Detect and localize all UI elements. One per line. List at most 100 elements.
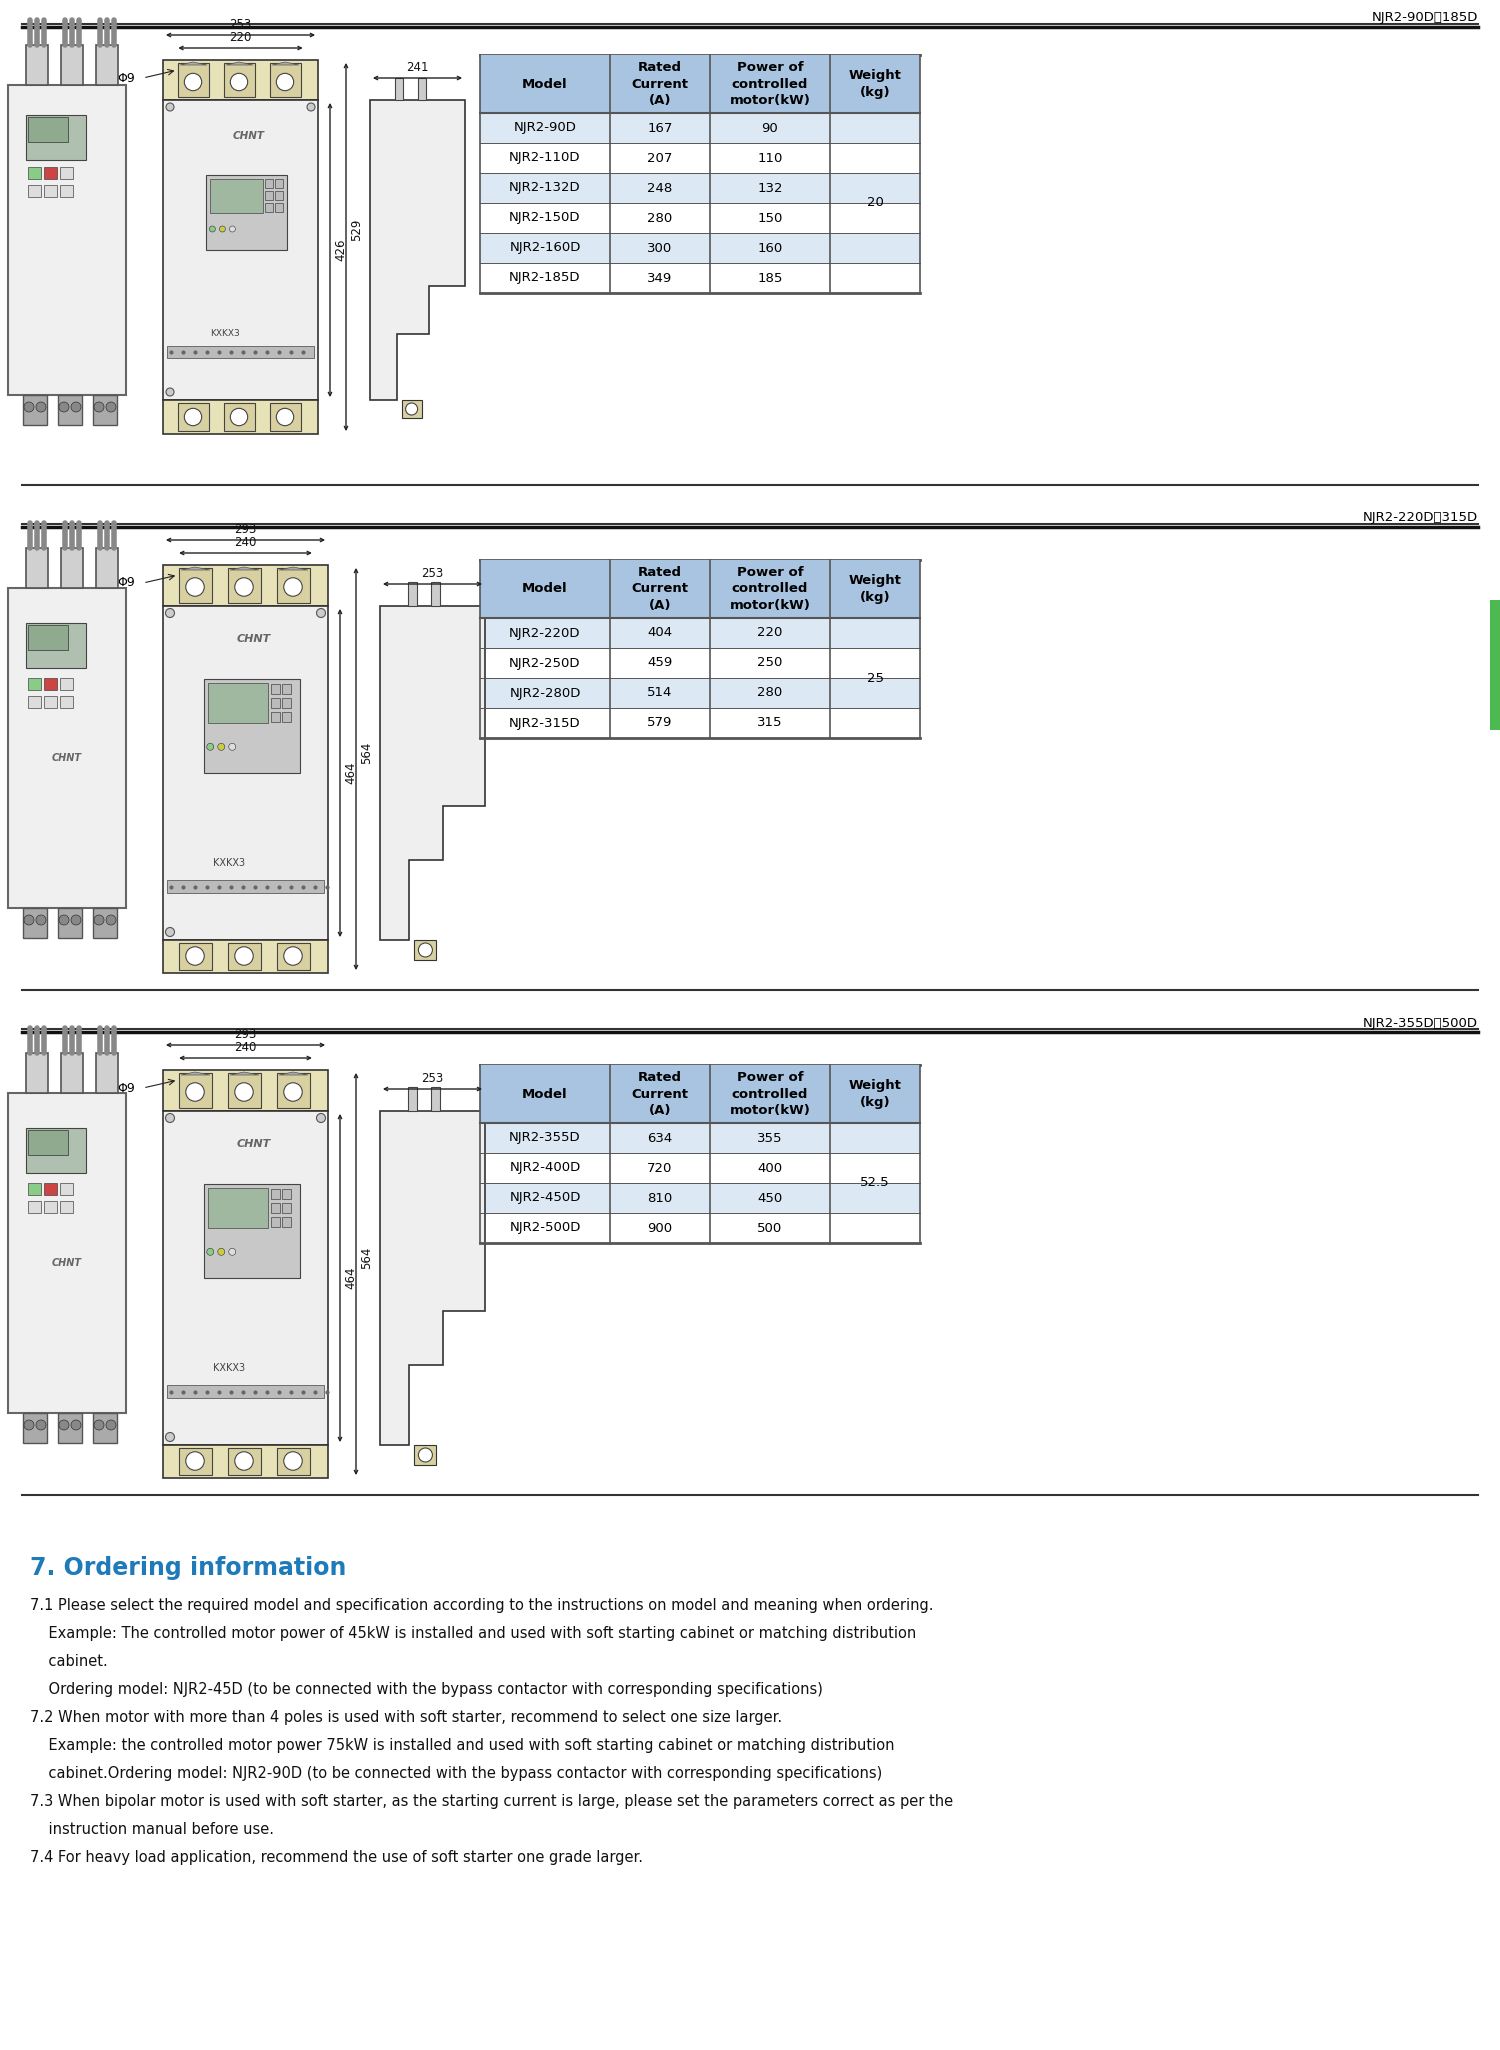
Circle shape xyxy=(166,102,174,111)
Bar xyxy=(480,617,920,648)
Bar xyxy=(419,78,426,100)
Text: Rated
Current
(A): Rated Current (A) xyxy=(632,1070,688,1117)
Polygon shape xyxy=(380,1111,484,1445)
Text: 529: 529 xyxy=(350,219,363,242)
Circle shape xyxy=(106,914,116,925)
Bar xyxy=(480,234,920,262)
Circle shape xyxy=(70,1421,81,1431)
Circle shape xyxy=(165,1433,174,1441)
Text: CHNT: CHNT xyxy=(237,1140,272,1150)
Bar xyxy=(60,184,74,197)
Circle shape xyxy=(24,914,34,925)
Bar xyxy=(414,1445,436,1466)
Polygon shape xyxy=(182,1072,210,1074)
Polygon shape xyxy=(230,568,260,570)
Polygon shape xyxy=(380,607,484,941)
Text: Example: the controlled motor power 75kW is installed and used with soft startin: Example: the controlled motor power 75kW… xyxy=(30,1738,894,1753)
Bar xyxy=(228,1447,261,1476)
Text: CHNT: CHNT xyxy=(237,633,272,644)
Text: NJR2-400D: NJR2-400D xyxy=(510,1162,580,1175)
Circle shape xyxy=(184,408,201,426)
Text: 160: 160 xyxy=(758,242,783,254)
Bar xyxy=(178,568,212,603)
Text: 514: 514 xyxy=(648,687,672,699)
Polygon shape xyxy=(370,100,465,400)
Text: 579: 579 xyxy=(648,718,672,730)
Text: 349: 349 xyxy=(648,271,672,285)
Bar xyxy=(164,607,328,941)
Text: 404: 404 xyxy=(648,627,672,640)
Text: 450: 450 xyxy=(758,1191,783,1205)
Text: 90: 90 xyxy=(762,121,778,135)
Text: 315: 315 xyxy=(758,718,783,730)
Text: NJR2-185D: NJR2-185D xyxy=(509,271,580,285)
Bar xyxy=(210,178,262,213)
Bar xyxy=(278,568,310,603)
Bar xyxy=(58,396,82,424)
Text: Rated
Current
(A): Rated Current (A) xyxy=(632,62,688,107)
Circle shape xyxy=(284,1451,302,1470)
Text: 20: 20 xyxy=(867,197,883,209)
Bar xyxy=(22,1412,46,1443)
Text: 7.3 When bipolar motor is used with soft starter, as the starting current is lar: 7.3 When bipolar motor is used with soft… xyxy=(30,1794,952,1808)
Text: CHNT: CHNT xyxy=(53,752,82,763)
Text: Example: The controlled motor power of 45kW is installed and used with soft star: Example: The controlled motor power of 4… xyxy=(30,1626,916,1640)
Text: Rated
Current
(A): Rated Current (A) xyxy=(632,566,688,613)
Bar xyxy=(96,1054,118,1093)
Text: KXKX3: KXKX3 xyxy=(213,1363,244,1374)
Bar xyxy=(282,685,291,695)
Text: 355: 355 xyxy=(758,1132,783,1144)
Circle shape xyxy=(276,408,294,426)
Bar xyxy=(28,697,40,707)
Circle shape xyxy=(236,1082,254,1101)
Text: NJR2-355D～500D: NJR2-355D～500D xyxy=(1364,1017,1478,1029)
Bar xyxy=(26,623,86,668)
Circle shape xyxy=(217,1248,225,1255)
Text: NJR2-280D: NJR2-280D xyxy=(510,687,580,699)
Text: 241: 241 xyxy=(406,62,429,74)
Bar xyxy=(282,1218,291,1228)
Circle shape xyxy=(231,74,248,90)
Bar xyxy=(480,172,920,203)
Text: Φ9: Φ9 xyxy=(117,72,135,84)
Bar xyxy=(164,566,328,607)
Bar xyxy=(60,1201,74,1214)
Bar xyxy=(480,1123,920,1152)
Text: Weight
(kg): Weight (kg) xyxy=(849,70,901,98)
Bar xyxy=(282,1203,291,1214)
Text: 293: 293 xyxy=(234,1027,256,1041)
Text: 400: 400 xyxy=(758,1162,783,1175)
Circle shape xyxy=(284,1082,302,1101)
Bar xyxy=(8,588,126,908)
Text: 7.1 Please select the required model and specification according to the instruct: 7.1 Please select the required model and… xyxy=(30,1599,933,1613)
Bar xyxy=(96,547,118,588)
Text: 220: 220 xyxy=(758,627,783,640)
Circle shape xyxy=(236,1451,254,1470)
Polygon shape xyxy=(279,1072,308,1074)
Text: NJR2-160D: NJR2-160D xyxy=(510,242,580,254)
Circle shape xyxy=(316,609,326,617)
Bar xyxy=(44,679,57,691)
Bar xyxy=(480,560,920,617)
Text: NJR2-90D～185D: NJR2-90D～185D xyxy=(1371,12,1478,25)
Bar xyxy=(96,45,118,84)
Text: 52.5: 52.5 xyxy=(859,1177,889,1189)
Bar xyxy=(480,55,920,113)
Circle shape xyxy=(58,1421,69,1431)
Bar xyxy=(224,404,255,430)
Text: 253: 253 xyxy=(422,1072,444,1084)
Polygon shape xyxy=(272,62,298,66)
Circle shape xyxy=(207,1248,213,1255)
Text: 7. Ordering information: 7. Ordering information xyxy=(30,1556,347,1581)
Text: KXKX3: KXKX3 xyxy=(210,330,240,338)
Bar xyxy=(408,582,417,607)
Bar xyxy=(28,1130,68,1154)
Bar xyxy=(272,1189,280,1199)
Circle shape xyxy=(186,1082,204,1101)
Bar xyxy=(480,262,920,293)
Bar xyxy=(60,697,74,707)
Text: cabinet.Ordering model: NJR2-90D (to be connected with the bypass contactor with: cabinet.Ordering model: NJR2-90D (to be … xyxy=(30,1765,882,1781)
Bar xyxy=(26,1128,86,1173)
Text: Φ9: Φ9 xyxy=(117,576,135,590)
Bar xyxy=(28,679,40,691)
